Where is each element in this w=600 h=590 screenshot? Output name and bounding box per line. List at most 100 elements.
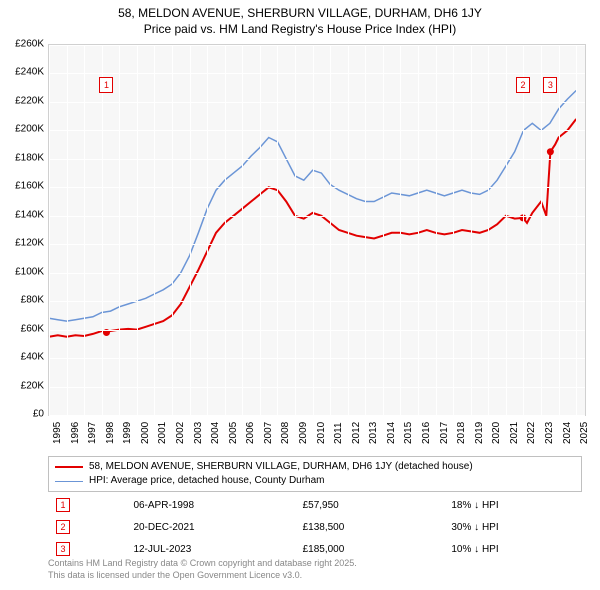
xtick-label: 2008 (280, 422, 291, 444)
grid-v (295, 45, 296, 415)
xtick-label: 2020 (491, 422, 502, 444)
grid-h (49, 73, 585, 74)
chart-marker-1: 1 (99, 77, 113, 93)
marker-row: 1 06-APR-1998£57,95018% ↓ HPI (48, 494, 582, 516)
grid-h (49, 301, 585, 302)
xtick-label: 1999 (122, 422, 133, 444)
chart-marker-2: 2 (516, 77, 530, 93)
grid-v (313, 45, 314, 415)
xtick-label: 2024 (562, 422, 573, 444)
title-line-2: Price paid vs. HM Land Registry's House … (0, 22, 600, 38)
marker-price: £185,000 (295, 538, 444, 560)
grid-v (190, 45, 191, 415)
xtick-label: 2025 (579, 422, 590, 444)
grid-v (453, 45, 454, 415)
grid-h (49, 102, 585, 103)
legend-swatch-price (55, 466, 83, 468)
marker-row: 312-JUL-2023£185,00010% ↓ HPI (48, 538, 582, 560)
grid-h (49, 216, 585, 217)
xtick-label: 2012 (351, 422, 362, 444)
xtick-label: 2013 (368, 422, 379, 444)
legend-label-hpi: HPI: Average price, detached house, Coun… (89, 474, 325, 488)
grid-h (49, 187, 585, 188)
grid-v (488, 45, 489, 415)
grid-v (260, 45, 261, 415)
legend-swatch-hpi (55, 481, 83, 482)
series-svg (49, 45, 585, 415)
legend-label-price: 58, MELDON AVENUE, SHERBURN VILLAGE, DUR… (89, 460, 473, 474)
xtick-label: 1997 (87, 422, 98, 444)
marker-dot (547, 148, 554, 155)
xtick-label: 2015 (403, 422, 414, 444)
ytick-label: £100K (2, 266, 44, 277)
ytick-label: £120K (2, 238, 44, 249)
marker-price: £57,950 (295, 494, 444, 516)
legend-row-hpi: HPI: Average price, detached house, Coun… (55, 474, 575, 488)
xtick-label: 1998 (105, 422, 116, 444)
grid-v (225, 45, 226, 415)
xtick-label: 2018 (456, 422, 467, 444)
xtick-label: 2017 (439, 422, 450, 444)
grid-v (49, 45, 50, 415)
xtick-label: 2001 (157, 422, 168, 444)
ytick-label: £0 (2, 409, 44, 420)
grid-v (383, 45, 384, 415)
marker-badge: 1 (56, 498, 70, 512)
xtick-label: 1996 (70, 422, 81, 444)
grid-v (559, 45, 560, 415)
grid-v (207, 45, 208, 415)
marker-table: 1 06-APR-1998£57,95018% ↓ HPI220-DEC-2021… (48, 494, 582, 560)
footer-line-2: This data is licensed under the Open Gov… (48, 570, 357, 582)
grid-v (67, 45, 68, 415)
grid-h (49, 130, 585, 131)
ytick-label: £260K (2, 39, 44, 50)
xtick-label: 2005 (228, 422, 239, 444)
grid-v (523, 45, 524, 415)
grid-v (277, 45, 278, 415)
ytick-label: £140K (2, 209, 44, 220)
chart-container: 58, MELDON AVENUE, SHERBURN VILLAGE, DUR… (0, 0, 600, 590)
ytick-label: £240K (2, 67, 44, 78)
marker-date: 12-JUL-2023 (125, 538, 294, 560)
grid-v (400, 45, 401, 415)
ytick-label: £20K (2, 380, 44, 391)
ytick-label: £80K (2, 295, 44, 306)
xtick-label: 2002 (175, 422, 186, 444)
ytick-label: £40K (2, 352, 44, 363)
marker-delta: 10% ↓ HPI (443, 538, 582, 560)
legend-box: 58, MELDON AVENUE, SHERBURN VILLAGE, DUR… (48, 456, 582, 492)
ytick-label: £200K (2, 124, 44, 135)
marker-row: 220-DEC-2021£138,50030% ↓ HPI (48, 516, 582, 538)
grid-h (49, 387, 585, 388)
grid-v (436, 45, 437, 415)
xtick-label: 2014 (386, 422, 397, 444)
marker-price: £138,500 (295, 516, 444, 538)
marker-delta: 18% ↓ HPI (443, 494, 582, 516)
xtick-label: 2023 (544, 422, 555, 444)
grid-h (49, 244, 585, 245)
grid-h (49, 45, 585, 46)
marker-badge: 2 (56, 520, 70, 534)
plot-area: 123 (48, 44, 586, 416)
ytick-label: £160K (2, 181, 44, 192)
grid-v (576, 45, 577, 415)
grid-v (365, 45, 366, 415)
xtick-label: 2003 (193, 422, 204, 444)
grid-v (541, 45, 542, 415)
grid-h (49, 358, 585, 359)
ytick-label: £180K (2, 152, 44, 163)
marker-date: 06-APR-1998 (125, 494, 294, 516)
ytick-label: £220K (2, 95, 44, 106)
grid-v (242, 45, 243, 415)
xtick-label: 2009 (298, 422, 309, 444)
grid-h (49, 330, 585, 331)
footer-attribution: Contains HM Land Registry data © Crown c… (48, 558, 357, 581)
footer-line-1: Contains HM Land Registry data © Crown c… (48, 558, 357, 570)
grid-h (49, 273, 585, 274)
legend-row-price: 58, MELDON AVENUE, SHERBURN VILLAGE, DUR… (55, 460, 575, 474)
xtick-label: 1995 (52, 422, 63, 444)
grid-v (154, 45, 155, 415)
xtick-label: 2000 (140, 422, 151, 444)
title-line-1: 58, MELDON AVENUE, SHERBURN VILLAGE, DUR… (0, 6, 600, 22)
grid-h (49, 415, 585, 416)
